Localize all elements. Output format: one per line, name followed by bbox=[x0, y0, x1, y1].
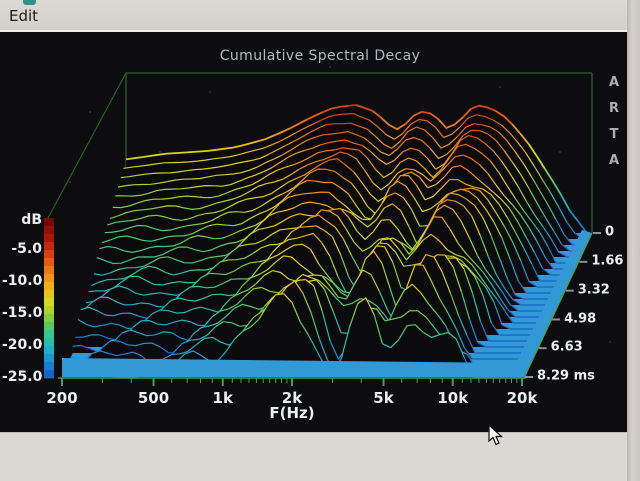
time-tick-label: 3.32 bbox=[577, 282, 610, 298]
freq-tick-label: 500 bbox=[137, 389, 170, 407]
freq-tick-label: 200 bbox=[46, 389, 78, 407]
time-tick-label: 4.98 bbox=[564, 311, 597, 326]
db-tick-label: -20.0 bbox=[2, 337, 43, 353]
time-tick-label: 0 bbox=[605, 224, 615, 240]
app-icon bbox=[23, 0, 36, 5]
plot-title: Cumulative Spectral Decay bbox=[219, 48, 421, 64]
time-tick-label: 6.63 bbox=[550, 339, 583, 355]
db-tick-label: -25.0 bbox=[2, 369, 43, 385]
freq-tick-label: 20k bbox=[506, 389, 538, 407]
freq-axis-title: F(Hz) bbox=[269, 404, 315, 422]
time-tick-label: 1.66 bbox=[591, 253, 624, 269]
time-tick-label: 8.29 ms bbox=[537, 368, 595, 384]
screen-bezel bbox=[627, 0, 640, 481]
freq-tick-label: 10k bbox=[437, 389, 469, 407]
bottom-toolbar: Mode Waterfall ▾ Palette Jet ▾ 25 ▲ ▼ So… bbox=[0, 432, 640, 481]
menu-item-edit[interactable]: Edit bbox=[9, 7, 39, 25]
mouse-cursor bbox=[488, 425, 504, 446]
db-tick-label: -10.0 bbox=[2, 273, 43, 289]
db-tick-label: -15.0 bbox=[2, 305, 43, 321]
freq-tick-label: 2k bbox=[281, 389, 303, 407]
freq-tick-label: 5k bbox=[373, 389, 394, 407]
freq-tick-label: 1k bbox=[212, 389, 233, 407]
menu-bar: Edit bbox=[0, 0, 640, 32]
db-tick-label: -5.0 bbox=[11, 241, 42, 257]
db-axis-title: dB bbox=[21, 212, 42, 228]
waterfall-canvas bbox=[0, 32, 640, 432]
